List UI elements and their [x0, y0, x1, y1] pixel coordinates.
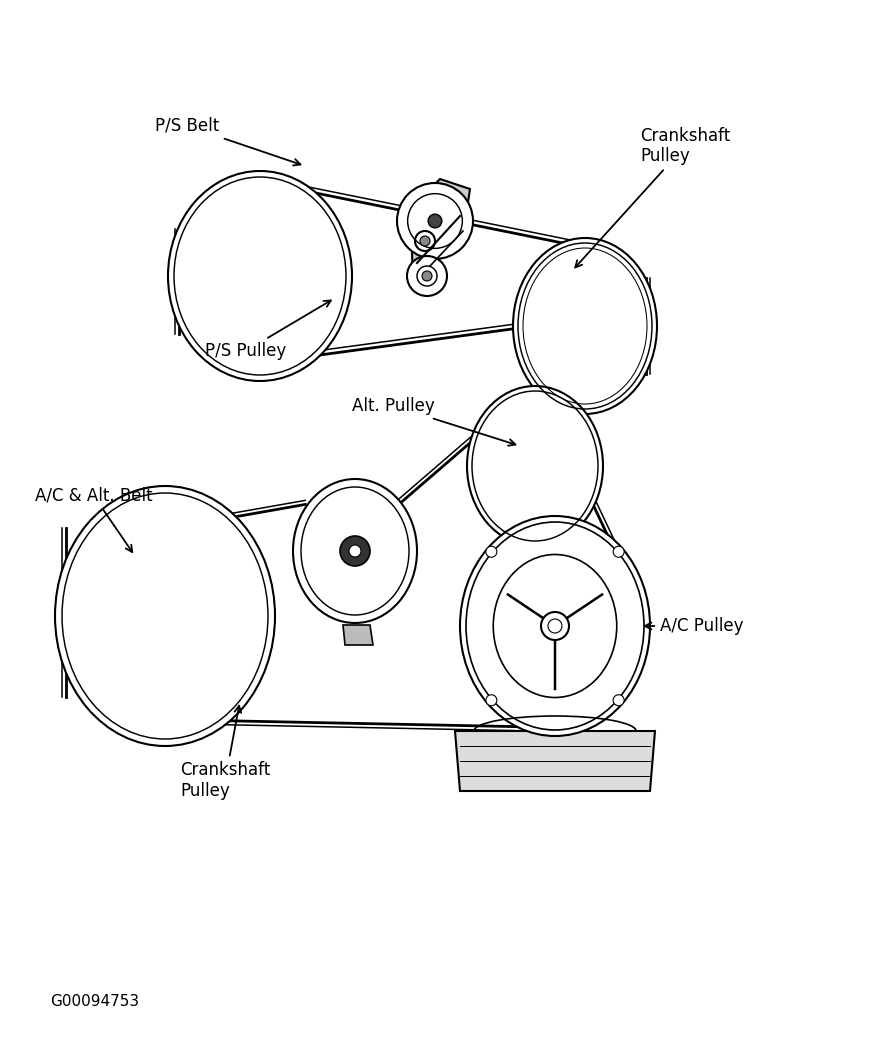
Ellipse shape [55, 486, 275, 746]
Circle shape [613, 695, 624, 705]
Text: Crankshaft
Pulley: Crankshaft Pulley [575, 127, 730, 267]
Polygon shape [343, 625, 373, 645]
Ellipse shape [397, 183, 473, 259]
Circle shape [541, 612, 569, 640]
Circle shape [415, 231, 435, 251]
Polygon shape [410, 180, 470, 276]
Ellipse shape [467, 386, 603, 546]
Circle shape [422, 271, 432, 281]
Circle shape [340, 536, 370, 566]
Circle shape [486, 695, 497, 705]
Circle shape [407, 256, 447, 296]
Ellipse shape [460, 516, 650, 736]
Text: A/C & Alt. Belt: A/C & Alt. Belt [35, 487, 153, 552]
Text: P/S Pulley: P/S Pulley [205, 301, 331, 360]
Polygon shape [455, 731, 655, 791]
Circle shape [428, 214, 442, 228]
Ellipse shape [493, 554, 617, 698]
Ellipse shape [168, 171, 352, 381]
Text: G00094753: G00094753 [50, 994, 139, 1008]
Text: Alt. Pulley: Alt. Pulley [352, 397, 515, 446]
Circle shape [548, 619, 562, 633]
Text: P/S Belt: P/S Belt [155, 117, 301, 166]
Circle shape [486, 546, 497, 558]
Ellipse shape [293, 479, 417, 623]
Text: Crankshaft
Pulley: Crankshaft Pulley [180, 705, 270, 799]
Circle shape [613, 546, 624, 558]
Circle shape [349, 545, 361, 557]
Circle shape [420, 235, 430, 246]
Text: A/C Pulley: A/C Pulley [645, 617, 744, 635]
Ellipse shape [513, 238, 657, 414]
